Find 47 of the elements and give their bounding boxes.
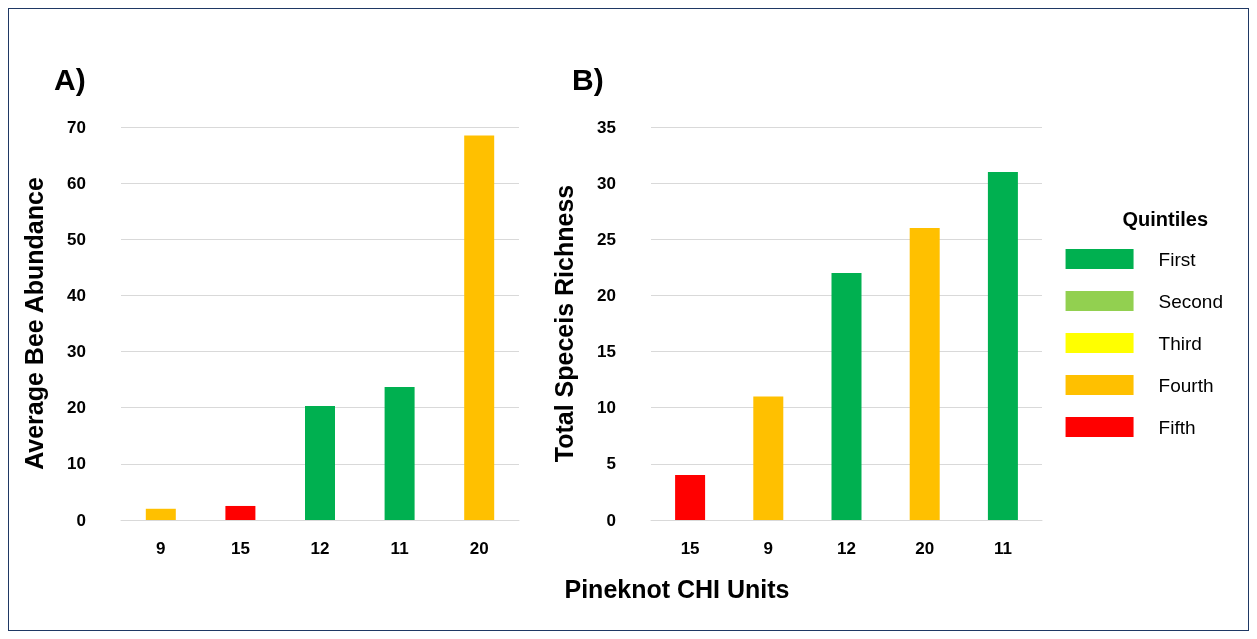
x-tick-label: 12 bbox=[310, 539, 330, 558]
y-tick-label: 0 bbox=[606, 510, 616, 530]
bar bbox=[831, 272, 862, 520]
y-tick-label: 40 bbox=[67, 285, 86, 305]
x-tick-label: 12 bbox=[837, 539, 856, 558]
legend-label: Second bbox=[1158, 290, 1224, 312]
y-axis-title: Total Speceis Richness bbox=[549, 184, 578, 463]
bar bbox=[305, 406, 335, 520]
bar bbox=[675, 475, 706, 520]
bar bbox=[464, 135, 495, 520]
y-tick-label: 30 bbox=[67, 342, 86, 362]
y-tick-label: 20 bbox=[597, 285, 616, 305]
y-tick-label: 20 bbox=[67, 398, 86, 418]
legend-label: Fourth bbox=[1158, 374, 1214, 396]
bar bbox=[987, 171, 1018, 520]
x-tick-label: 20 bbox=[469, 539, 489, 558]
y-tick-label: 10 bbox=[597, 398, 616, 418]
x-tick-label: 15 bbox=[230, 539, 250, 558]
y-tick-label: 70 bbox=[67, 117, 86, 137]
x-tick-label: 15 bbox=[680, 539, 700, 558]
y-tick-label: 25 bbox=[597, 229, 616, 249]
legend-label: Fifth bbox=[1158, 416, 1196, 438]
y-axis-title: Average Bee Abundance bbox=[19, 177, 48, 470]
y-tick-label: 30 bbox=[597, 173, 616, 193]
legend-title: Quintiles bbox=[1122, 208, 1209, 230]
bar bbox=[145, 508, 176, 520]
bar bbox=[225, 505, 256, 520]
chart-title: A) bbox=[54, 62, 86, 96]
chart-title: B) bbox=[572, 62, 604, 96]
y-tick-label: 35 bbox=[597, 117, 616, 137]
y-tick-label: 5 bbox=[606, 454, 616, 474]
x-tick-label: 9 bbox=[156, 539, 166, 558]
y-tick-label: 10 bbox=[67, 454, 86, 474]
x-tick-label: 11 bbox=[993, 539, 1012, 558]
bar bbox=[384, 386, 415, 520]
y-tick-label: 0 bbox=[76, 510, 86, 530]
bar bbox=[753, 396, 784, 520]
y-tick-label: 50 bbox=[67, 229, 86, 249]
legend-label: First bbox=[1158, 248, 1197, 270]
x-axis-title: Pineknot CHI Units bbox=[563, 575, 791, 604]
x-tick-label: 20 bbox=[915, 539, 935, 558]
y-tick-label: 60 bbox=[67, 173, 86, 193]
y-tick-label: 15 bbox=[597, 342, 616, 362]
x-tick-label: 11 bbox=[390, 539, 409, 558]
legend-label: Third bbox=[1158, 332, 1202, 354]
bar bbox=[909, 228, 940, 520]
x-tick-label: 9 bbox=[763, 539, 774, 558]
